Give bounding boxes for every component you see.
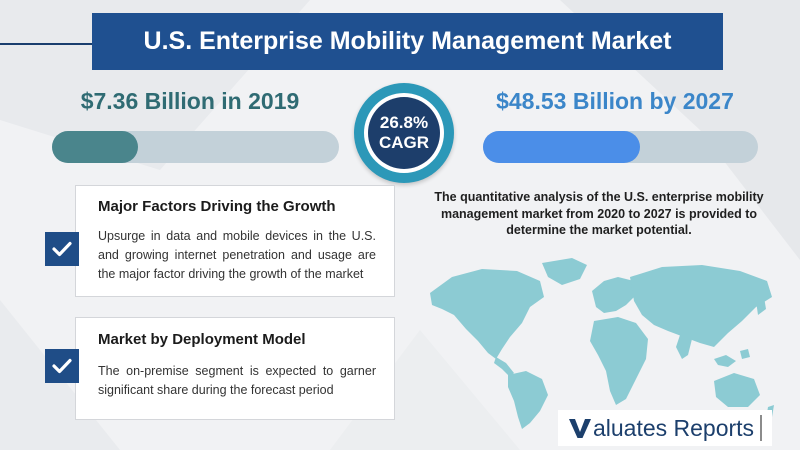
market-2019-bar <box>52 131 339 163</box>
deployment-check-badge <box>45 349 79 383</box>
market-2027-bar-fill <box>483 131 640 163</box>
cagr-badge: 26.8% CAGR <box>354 83 454 183</box>
valuates-logo: aluates Reports <box>558 410 772 446</box>
factors-check-badge <box>45 232 79 266</box>
factors-card-text: Upsurge in data and mobile devices in th… <box>98 229 376 281</box>
logo-text: aluates Reports <box>592 414 755 441</box>
cagr-label: CAGR <box>378 133 430 152</box>
market-2019-bar-fill <box>52 131 139 163</box>
factors-card: Major Factors Driving the Growth Upsurge… <box>75 185 395 297</box>
world-map-icon <box>430 258 774 429</box>
deployment-card-text: The on-premise segment is expected to ga… <box>98 364 376 397</box>
cagr-value: 26.8% <box>379 113 429 132</box>
check-icon <box>52 358 72 374</box>
analysis-description: The quantitative analysis of the U.S. en… <box>434 190 764 237</box>
v-logo-icon <box>568 419 591 438</box>
deployment-card: Market by Deployment Model The on-premis… <box>75 317 395 420</box>
title-banner: U.S. Enterprise Mobility Management Mark… <box>92 13 723 70</box>
market-2027-value: $48.53 Billion by 2027 <box>496 88 734 114</box>
page-title: U.S. Enterprise Mobility Management Mark… <box>143 27 672 55</box>
factors-card-title: Major Factors Driving the Growth <box>98 198 336 215</box>
market-2019-value: $7.36 Billion in 2019 <box>80 88 300 114</box>
check-icon <box>52 241 72 257</box>
logo-divider <box>760 415 763 441</box>
title-accent-line <box>0 43 95 45</box>
market-2027-bar <box>483 131 758 163</box>
deployment-card-title: Market by Deployment Model <box>98 331 306 348</box>
